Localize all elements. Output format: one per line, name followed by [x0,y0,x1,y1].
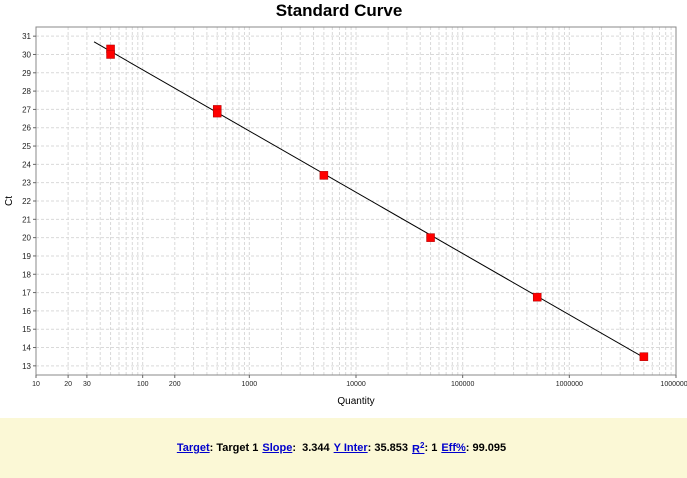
target-link[interactable]: Target [176,442,210,454]
chart-svg: Standard Curve 10 20 30 100 200 1000 10000 1000… [4,1,687,407]
x-tick-label: 10 [32,381,40,388]
x-tick-label: 1000000 [556,381,583,388]
r-squared-link[interactable]: R2 [412,441,424,456]
y-tick-label: 15 [22,325,31,334]
y-tick-label: 28 [22,87,31,96]
r-squared-label: R [412,443,420,456]
x-tick-label: 100 [137,381,149,388]
y-tick-label: 29 [22,69,31,78]
slope-value: 3.344 [302,442,330,454]
chart-title: Standard Curve [276,1,403,20]
y-tick-label: 17 [22,289,31,298]
x-tick-label: 1000 [242,381,258,388]
y-tick-label: 25 [22,142,31,151]
data-points-layer[interactable] [106,44,649,361]
x-tick-label: 10000 [346,381,366,388]
efficiency-link[interactable]: Eff% [441,442,466,454]
y-tick-label: 24 [22,160,31,169]
x-tick-label: 100000 [451,381,474,388]
y-tick-label: 27 [22,105,31,114]
efficiency-value: 99.095 [472,442,507,454]
y-tick-label: 18 [22,270,31,279]
grid-layer [35,27,676,375]
data-point[interactable] [426,233,435,242]
data-point[interactable] [532,292,542,302]
fit-line-layer [93,41,645,359]
y-tick-label: 31 [22,32,31,41]
target-value: Target 1 [216,442,259,454]
y-inter-value: 35.853 [374,442,409,454]
standard-curve-fit-line [93,41,645,359]
y-tick-label: 26 [22,124,31,133]
y-tick-label: 21 [22,215,31,224]
y-tick-label: 20 [22,234,31,243]
y-tick-label: 30 [22,50,31,59]
y-tick-label: 13 [22,362,31,371]
x-tick-label: 200 [169,381,181,388]
data-point[interactable] [212,108,222,118]
x-tick-label: 20 [64,381,72,388]
y-axis-label: Ct [4,196,15,206]
y-tick-label: 19 [22,252,31,261]
standard-curve-chart: Standard Curve 10 20 30 100 200 1000 10000 1000… [4,1,687,407]
y-tick-label: 14 [22,344,31,353]
slope-link[interactable]: Slope [262,442,293,454]
r-squared-sup: 2 [420,440,425,450]
y-tick-label: 22 [22,197,31,206]
y-inter-link[interactable]: Y Inter [333,442,368,454]
y-tick-label: 23 [22,179,31,188]
x-axis-ticks: 10 20 30 100 200 1000 10000 100000 1000000 100000… [32,375,687,388]
y-tick-label: 16 [22,307,31,316]
curve-statistics-bar: Target: Target 1 Slope: 3.344 Y Inter: 3… [0,418,687,478]
x-tick-label: 30 [83,381,91,388]
data-point[interactable] [106,50,115,59]
data-point[interactable] [639,352,649,361]
r-squared-value: 1 [431,442,438,454]
x-tick-label: 10000000 [660,381,687,388]
x-axis-label: Quantity [337,396,374,407]
data-point[interactable] [319,171,329,180]
y-axis-ticks: 13 14 15 16 17 18 19 20 21 22 23 24 25 26 27 28 29 30 31 [22,32,36,371]
